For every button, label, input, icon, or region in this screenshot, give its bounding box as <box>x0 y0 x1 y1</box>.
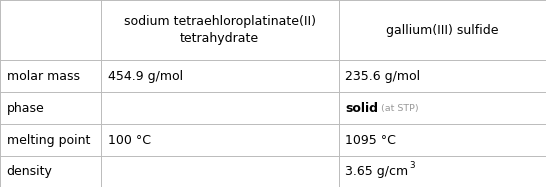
Text: gallium(III) sulfide: gallium(III) sulfide <box>386 24 498 36</box>
Text: 1095 °C: 1095 °C <box>345 134 396 146</box>
Text: molar mass: molar mass <box>7 70 80 82</box>
Text: 3.65 g/cm: 3.65 g/cm <box>345 165 408 179</box>
Text: (at STP): (at STP) <box>378 103 419 113</box>
Text: melting point: melting point <box>7 134 90 146</box>
Text: 100 °C: 100 °C <box>108 134 151 146</box>
Text: density: density <box>7 165 52 179</box>
Text: 454.9 g/mol: 454.9 g/mol <box>108 70 183 82</box>
Text: solid: solid <box>345 102 378 114</box>
Text: 3: 3 <box>409 161 415 170</box>
Text: phase: phase <box>7 102 44 114</box>
Text: sodium tetraehloroplatinate(II)
tetrahydrate: sodium tetraehloroplatinate(II) tetrahyd… <box>124 15 316 45</box>
Text: 235.6 g/mol: 235.6 g/mol <box>345 70 420 82</box>
